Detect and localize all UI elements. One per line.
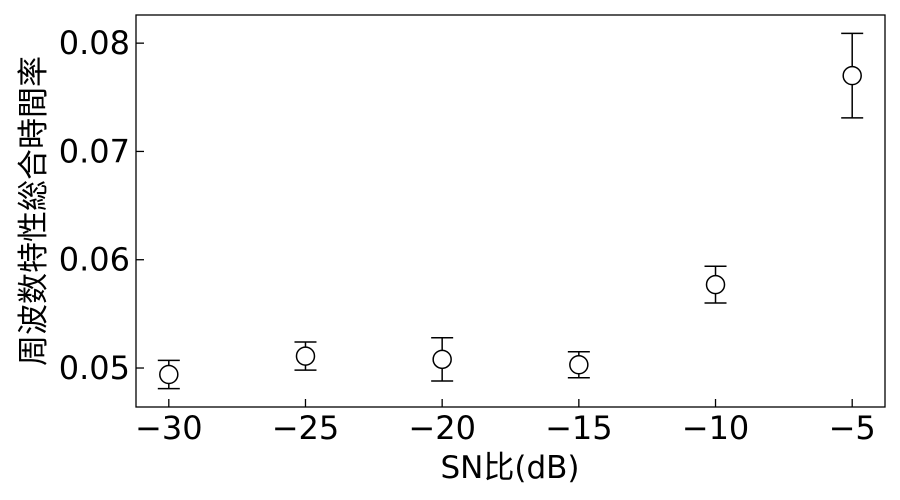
y-tick-label: 0.05 <box>59 349 130 387</box>
x-tick-label: −5 <box>829 409 876 447</box>
x-axis-ticks: −30 −25 −20 −15 −10 −5 <box>135 399 876 447</box>
data-points <box>157 32 864 390</box>
y-axis-title: 周波数特性総合時間率 <box>16 56 52 366</box>
x-tick-label: −15 <box>545 409 613 447</box>
y-tick-label: 0.08 <box>59 24 130 62</box>
data-point <box>432 349 452 370</box>
y-axis-ticks: 0.05 0.06 0.07 0.08 <box>59 24 144 387</box>
data-point <box>295 346 316 366</box>
y-tick-label: 0.07 <box>59 132 130 170</box>
data-point <box>842 65 862 86</box>
x-tick-label: −30 <box>135 409 203 447</box>
x-tick-label: −25 <box>272 409 340 447</box>
data-point <box>159 364 179 385</box>
x-axis-title: SN比(dB) <box>440 450 579 486</box>
data-point <box>705 274 726 295</box>
plot-frame <box>135 14 886 408</box>
data-point <box>569 355 589 375</box>
y-tick-label: 0.06 <box>59 241 130 279</box>
x-tick-label: −10 <box>682 409 750 447</box>
x-tick-label: −20 <box>408 409 476 447</box>
